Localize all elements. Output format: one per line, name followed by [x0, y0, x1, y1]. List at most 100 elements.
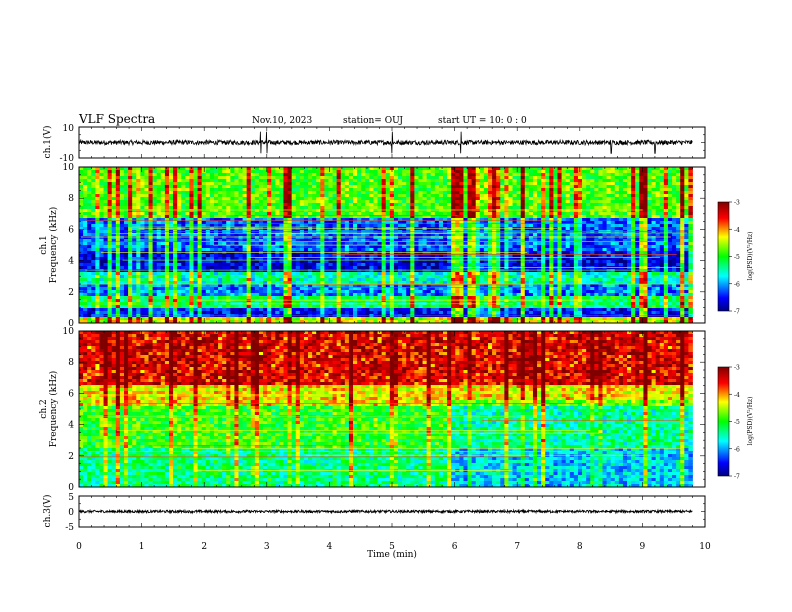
- spectrogram-cell: [140, 257, 145, 261]
- spectrogram-cell: [504, 176, 509, 180]
- spectrogram-cell: [344, 176, 350, 180]
- spectrogram-cell: [561, 170, 567, 174]
- spectrogram-cell: [455, 173, 460, 177]
- spectrogram-cell: [242, 203, 248, 207]
- spectrogram-cell: [271, 206, 276, 210]
- spectrogram-cell: [287, 200, 293, 204]
- spectrogram-cell: [541, 251, 546, 255]
- spectrogram-cell: [103, 191, 109, 195]
- spectrogram-cell: [111, 218, 117, 222]
- spectrogram-cell: [258, 212, 264, 216]
- spectrogram-cell: [532, 245, 538, 249]
- spectrogram-cell: [557, 227, 562, 231]
- spectrogram-cell: [283, 239, 288, 243]
- spectrogram-cell: [631, 188, 636, 192]
- spectrogram-cell: [504, 218, 509, 222]
- spectrogram-cell: [136, 257, 141, 261]
- spectrogram-cell: [258, 236, 264, 240]
- spectrogram-cell: [99, 203, 104, 207]
- spectrogram-cell: [426, 239, 432, 243]
- spectrogram-cell: [308, 260, 313, 264]
- spectrogram-cell: [189, 224, 194, 228]
- spectrogram-cell: [483, 191, 489, 195]
- spectrogram-cell: [185, 218, 190, 222]
- spectrogram-cell: [610, 251, 616, 255]
- waveform-ch1-ytick-bottom: -10: [60, 154, 75, 164]
- spectrogram-cell: [115, 245, 121, 249]
- spectrogram-cell: [577, 170, 583, 174]
- spectrogram-cell: [663, 239, 669, 243]
- spectrogram-cell: [627, 203, 632, 207]
- spectrogram-cell: [496, 200, 501, 204]
- spectrogram-cell: [361, 209, 366, 213]
- spectrogram-cell: [115, 215, 121, 219]
- spectrogram-cell: [455, 194, 460, 198]
- spectrogram-cell: [181, 227, 186, 231]
- spectrogram-cell: [487, 254, 493, 258]
- spectrogram-cell: [402, 245, 407, 249]
- spectrogram-cell: [455, 185, 460, 189]
- spectrogram-cell: [627, 248, 632, 252]
- spectrogram-cell: [643, 254, 648, 258]
- spectrogram-cell: [561, 206, 567, 210]
- spectrogram-cell: [684, 233, 689, 237]
- spectrogram-cell: [332, 242, 338, 246]
- spectrogram-cell: [250, 218, 256, 222]
- spectrogram-cell: [467, 173, 473, 177]
- spectrogram-cell: [361, 233, 366, 237]
- spectrogram-cell: [377, 176, 383, 180]
- spectrogram-cell: [541, 212, 546, 216]
- spectrogram-cell: [418, 227, 423, 231]
- spectrogram-cell: [565, 179, 571, 183]
- spectrogram-cell: [389, 212, 395, 216]
- spectrogram-cell: [622, 188, 628, 192]
- spectrogram-cell: [295, 167, 301, 171]
- spectrogram-cell: [336, 203, 342, 207]
- spectrogram-cell: [287, 236, 293, 240]
- spectrogram-cell: [234, 212, 239, 216]
- spectrogram-cell: [643, 221, 648, 225]
- spectrogram-cell: [443, 209, 448, 213]
- spectrogram-cell: [618, 215, 624, 219]
- spectrogram-cell: [132, 260, 137, 264]
- spectrogram-cell: [655, 245, 661, 249]
- spectrogram-cell: [258, 260, 264, 264]
- spectrogram-cell: [582, 176, 587, 180]
- spectrogram-cell: [520, 224, 526, 228]
- spectrogram-cell: [667, 215, 673, 219]
- spectrogram-cell: [218, 188, 223, 192]
- spectrogram-cell: [430, 236, 436, 240]
- spectrogram-cell: [107, 236, 113, 240]
- spectrogram-cell: [258, 215, 264, 219]
- spectrogram-cell: [152, 245, 158, 249]
- spectrogram-cell: [618, 260, 624, 264]
- spectrogram-cell: [622, 212, 628, 216]
- spectrogram-cell: [438, 194, 444, 198]
- spectrogram-cell: [537, 200, 542, 204]
- spectrogram-cell: [234, 227, 239, 231]
- spectrogram-cell: [115, 197, 121, 201]
- spectrogram-cell: [308, 239, 313, 243]
- spectrogram-cell: [398, 182, 403, 186]
- spectrogram-cell: [189, 197, 194, 201]
- spectrogram-cell: [532, 176, 538, 180]
- spectrogram-cell: [218, 176, 223, 180]
- spectrogram-cell: [103, 236, 109, 240]
- spectrogram-cell: [328, 185, 333, 189]
- spectrogram-cell: [598, 206, 603, 210]
- spectrogram-cell: [557, 182, 562, 186]
- spectrogram-cell: [320, 236, 325, 240]
- spectrogram-cell: [320, 260, 325, 264]
- spectrogram-cell: [242, 209, 248, 213]
- spectrogram-cell: [144, 245, 149, 249]
- spectrogram-cell: [586, 200, 591, 204]
- spectrogram-cell: [353, 170, 358, 174]
- spectrogram-cell: [426, 215, 432, 219]
- spectrogram-cell: [107, 263, 113, 267]
- spectrogram-cell: [479, 167, 485, 171]
- spectrogram-cell: [455, 167, 460, 171]
- spectrogram-cell: [324, 206, 329, 210]
- spectrogram-cell: [475, 245, 481, 249]
- spectrogram-cell: [463, 248, 468, 252]
- spectrogram-cell: [316, 263, 321, 267]
